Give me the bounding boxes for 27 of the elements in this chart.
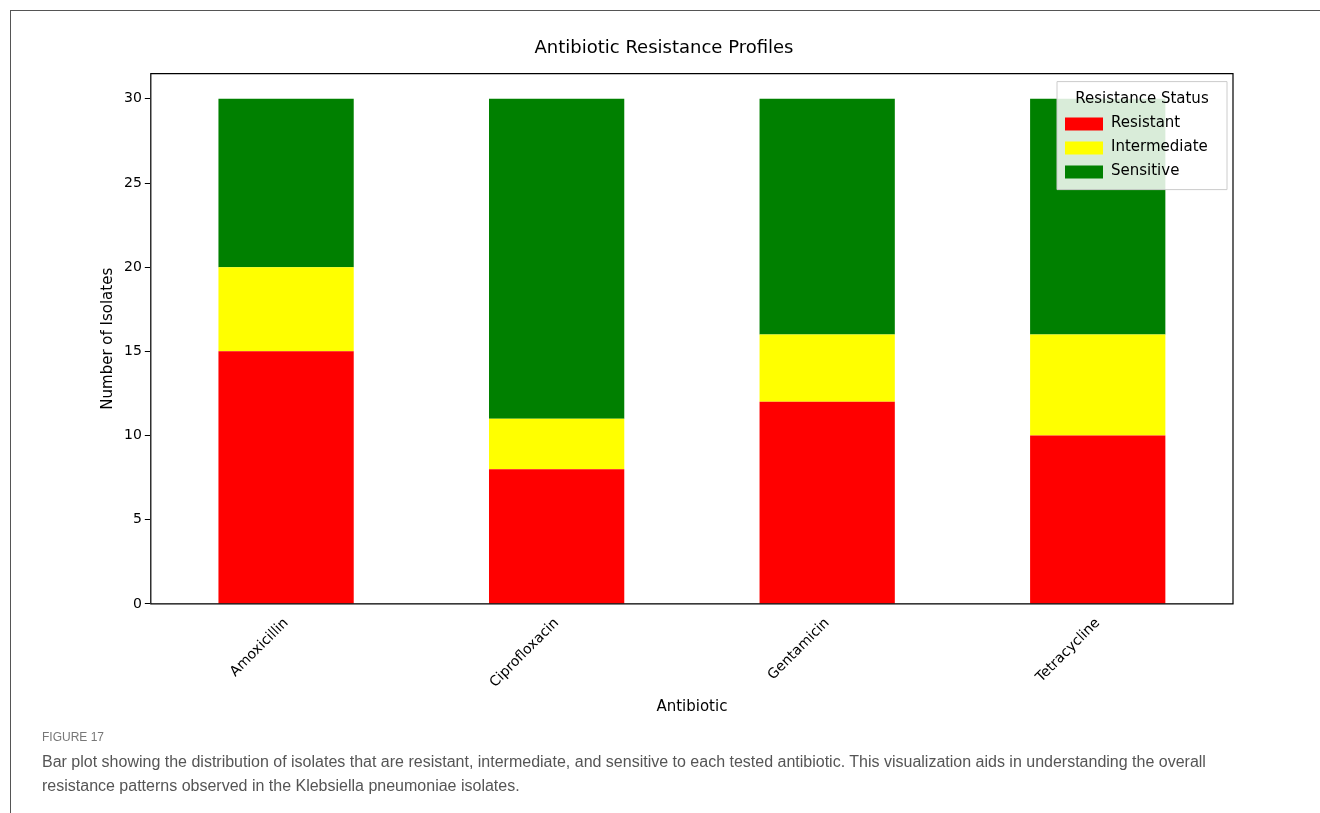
bar: [759, 334, 895, 402]
bar: [489, 469, 625, 604]
y-tick-label: 5: [132, 510, 142, 527]
bar: [218, 98, 354, 268]
y-tick-label: 10: [123, 426, 142, 443]
y-tick-label: 25: [123, 173, 142, 190]
bar: [759, 401, 895, 604]
y-tick-label: 30: [123, 89, 142, 106]
bar: [1030, 334, 1166, 436]
y-tick-label: 15: [123, 342, 142, 359]
bar: [218, 267, 354, 352]
x-axis-title: Antibiotic: [656, 696, 728, 715]
bar: [489, 98, 625, 419]
bar: [759, 98, 895, 335]
y-tick-label: 20: [123, 257, 142, 274]
bar: [218, 351, 354, 604]
bar: [489, 418, 625, 470]
legend-title: Resistance Status: [1075, 89, 1209, 108]
legend-label: Intermediate: [1111, 137, 1208, 156]
caption: FIGURE 17: [42, 730, 105, 744]
y-axis-title: Number of Isolates: [97, 267, 116, 410]
legend-label: Resistant: [1111, 113, 1181, 132]
y-tick-label: 0: [132, 594, 142, 611]
text: Bar plot showing the distribution of isolates that are resistant, intermediate, and sensitive to each tested antibiotic. This visualization aids in understanding the overall resistance patterns observed in the Klebsiella pneumoniae isolates.: [42, 752, 1207, 796]
chart-title: Antibiotic Resistance Profiles: [534, 36, 794, 58]
bar: [1030, 435, 1166, 604]
legend-label: Sensitive: [1111, 161, 1180, 180]
